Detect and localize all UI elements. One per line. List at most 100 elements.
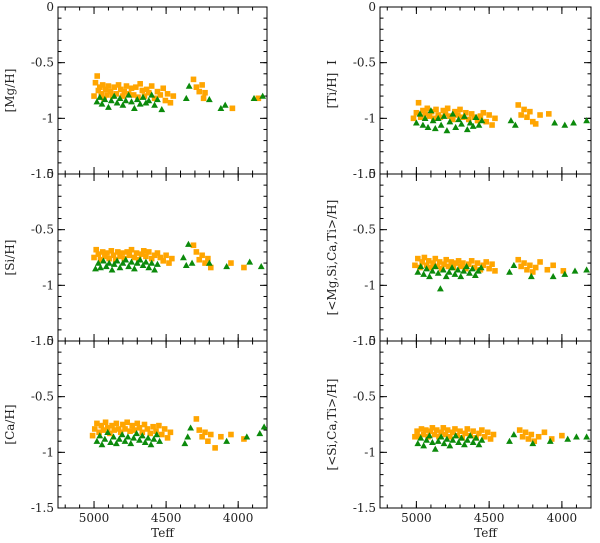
y-tick-label: -1.5	[353, 167, 376, 181]
data-point-square	[416, 433, 423, 440]
data-point-triangle	[122, 256, 130, 263]
data-point-triangle	[110, 92, 118, 99]
data-point-triangle	[121, 437, 129, 444]
data-point-triangle	[151, 101, 158, 108]
y-axis-label: [Ti/H]	[325, 73, 339, 109]
data-point-square	[104, 250, 110, 256]
data-point-square	[532, 264, 539, 271]
data-point-square	[120, 421, 126, 428]
data-point-square	[91, 93, 97, 99]
data-point-triangle	[469, 265, 476, 272]
data-point-triangle	[151, 266, 158, 273]
data-point-square	[420, 107, 426, 114]
data-point-square	[121, 255, 128, 262]
data-point-triangle	[107, 438, 115, 446]
data-point-triangle	[458, 120, 465, 127]
data-point-triangle	[93, 98, 101, 105]
data-point-triangle	[551, 119, 559, 126]
data-point-square	[170, 93, 177, 99]
data-point-triangle	[437, 433, 445, 440]
data-point-square	[468, 258, 475, 264]
data-point-square	[470, 428, 476, 434]
data-point-square	[447, 433, 453, 440]
y-axis-extra-label: I	[325, 60, 339, 65]
x-tick-label: 4500	[474, 511, 505, 525]
data-point-square	[462, 430, 468, 437]
data-point-square	[455, 112, 461, 118]
y-tick-label: -0.5	[353, 223, 376, 237]
data-point-triangle	[423, 436, 430, 443]
data-point-triangle	[182, 94, 190, 102]
data-point-triangle	[477, 264, 485, 271]
data-point-triangle	[250, 94, 258, 102]
data-point-triangle	[125, 263, 133, 270]
y-tick-label: -0.5	[353, 390, 376, 404]
data-point-triangle	[463, 126, 471, 133]
y-tick-label: -1	[364, 445, 376, 459]
data-point-triangle	[185, 240, 192, 247]
data-point-square	[255, 95, 262, 102]
data-point-square	[148, 255, 155, 262]
panel-si: 0 -0.5 -1 -1.5 [Si/H]	[3, 167, 268, 348]
data-point-triangle	[147, 441, 155, 448]
data-point-square	[439, 265, 445, 272]
x-tick-label: 4500	[151, 511, 182, 525]
data-point-triangle	[133, 259, 141, 266]
panel-frame	[379, 340, 592, 509]
data-point-square	[486, 112, 492, 118]
data-point-square	[521, 260, 527, 266]
data-point-triangle	[471, 271, 479, 279]
data-point-square	[196, 427, 203, 433]
data-point-square	[434, 263, 441, 270]
data-point-triangle	[436, 285, 444, 292]
data-point-triangle	[424, 123, 432, 130]
data-point-square	[429, 425, 436, 431]
data-point-square	[153, 428, 159, 434]
data-point-triangle	[583, 266, 591, 273]
data-point-square	[205, 438, 211, 444]
data-point-square	[160, 258, 167, 264]
data-point-triangle	[180, 254, 187, 261]
data-point-square	[111, 84, 118, 90]
data-point-triangle	[128, 98, 135, 105]
data-point-square	[133, 250, 140, 256]
data-point-square	[420, 431, 427, 438]
data-point-triangle	[101, 96, 109, 103]
data-point-triangle	[475, 121, 483, 128]
data-point-square	[169, 255, 175, 262]
data-point-square	[102, 253, 108, 260]
data-point-square	[490, 431, 497, 438]
panel-mg: 0 -0.5 -1 -1.5 [Mg/H]	[3, 0, 268, 181]
data-point-triangle	[128, 258, 135, 265]
data-point-square	[99, 249, 106, 255]
data-point-square	[136, 425, 143, 431]
data-point-square	[525, 436, 532, 442]
y-tick-label: -0.5	[31, 56, 54, 70]
data-point-square	[98, 91, 105, 97]
data-point-triangle	[101, 435, 109, 442]
data-point-square	[529, 269, 536, 275]
data-point-square	[421, 254, 428, 261]
panel-ti: 0 -0.5 -1 -1.5 [Ti/H] I	[325, 0, 592, 181]
data-point-triangle	[115, 435, 123, 442]
data-point-square	[443, 256, 450, 263]
data-point-triangle	[256, 430, 264, 437]
data-point-triangle	[154, 96, 161, 103]
data-point-square	[110, 252, 117, 259]
data-point-square	[89, 432, 96, 439]
data-point-square	[193, 249, 200, 255]
data-point-square	[524, 266, 530, 273]
data-point-triangle	[429, 117, 437, 124]
data-point-square	[207, 264, 214, 271]
data-point-square	[117, 429, 124, 436]
data-point-square	[452, 108, 458, 115]
data-point-triangle	[511, 121, 519, 128]
data-point-square	[413, 109, 420, 116]
y-tick-label: 0	[46, 334, 54, 348]
data-point-square	[122, 426, 128, 432]
data-point-triangle	[469, 122, 477, 129]
x-axis-label: Teff	[474, 526, 498, 540]
data-point-square	[128, 85, 135, 92]
data-point-square	[167, 429, 174, 436]
data-point-square	[465, 116, 472, 123]
